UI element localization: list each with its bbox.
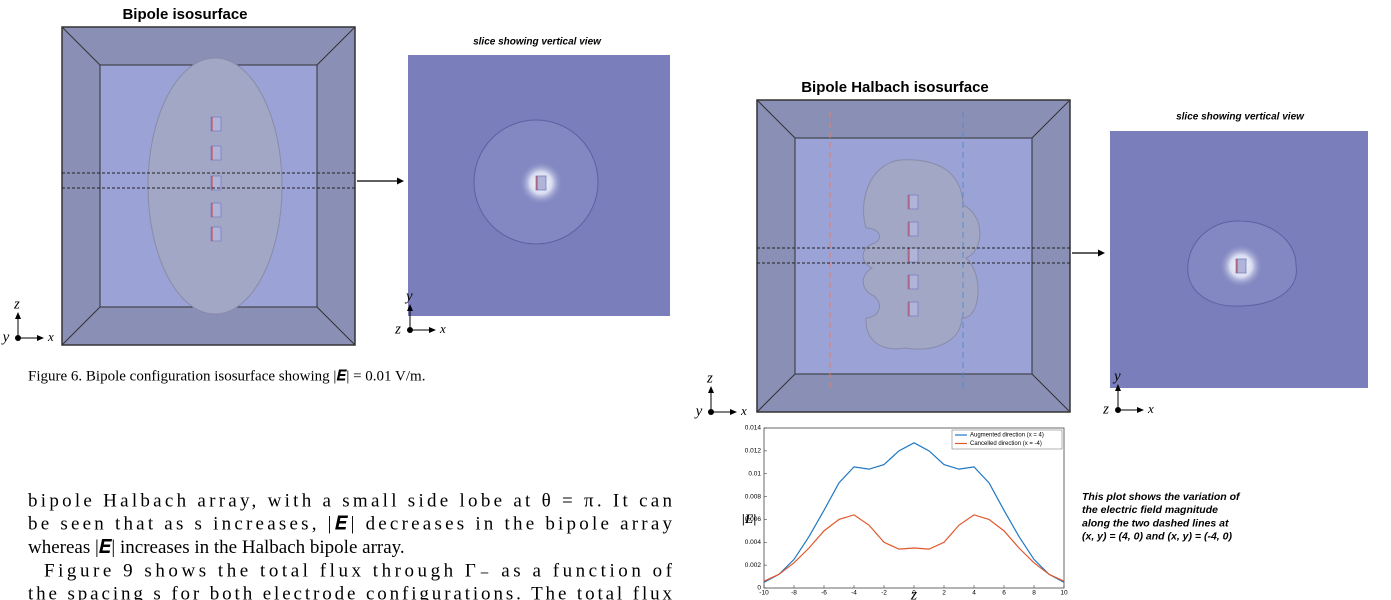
y-axis-label: |E| xyxy=(742,511,756,526)
legend-label: Cancelled direction (x = -4) xyxy=(970,441,1042,447)
legend-label: Augmented direction (x = 4) xyxy=(970,433,1044,439)
axis-label: z xyxy=(1102,401,1109,417)
x-tick-label: -4 xyxy=(851,590,857,597)
slice-title: slice showing vertical view xyxy=(1176,112,1305,123)
x-tick-label: 10 xyxy=(1060,590,1068,597)
body-line: bipole Halbach array, with a small side … xyxy=(28,490,672,511)
axis-label: x xyxy=(439,321,446,336)
slice-title: slice showing vertical view xyxy=(473,37,602,48)
plot-area xyxy=(764,428,1064,588)
axis-head xyxy=(1137,407,1144,413)
axis-label: x xyxy=(1147,401,1154,416)
axis-label: x xyxy=(47,329,54,344)
x-tick-label: -8 xyxy=(791,590,797,597)
y-tick-label: 0.012 xyxy=(745,448,762,455)
figure-title: Bipole Halbach isosurface xyxy=(801,79,989,96)
axis-label: z xyxy=(13,296,20,312)
body-line: Figure 9 shows the total flux through Γ₋… xyxy=(44,560,673,581)
y-tick-label: 0.004 xyxy=(745,539,762,546)
axis-head xyxy=(730,409,737,415)
axis-label: y xyxy=(1,329,10,345)
x-tick-label: -2 xyxy=(881,590,887,597)
note-line: (x, y) = (4, 0) and (x, y) = (-4, 0) xyxy=(1082,531,1232,543)
y-tick-label: 0.008 xyxy=(745,493,762,500)
axis-head xyxy=(429,327,436,333)
axis-label: x xyxy=(740,403,747,418)
axis-origin xyxy=(407,327,413,333)
figure-title: Bipole isosurface xyxy=(122,6,247,23)
axis-head xyxy=(37,335,44,341)
axis-origin xyxy=(1115,407,1121,413)
page: Bipole isosurface slice showing vertical… xyxy=(0,0,1391,600)
axis-origin xyxy=(708,409,714,415)
note-line: along the two dashed lines at xyxy=(1082,517,1229,529)
x-tick-label: 6 xyxy=(1002,590,1006,597)
body-line: whereas |𝑬| increases in the Halbach bip… xyxy=(28,537,405,558)
y-tick-label: 0.014 xyxy=(745,425,762,432)
caption: Figure 6. Bipole configuration isosurfac… xyxy=(28,368,425,384)
body-line: the spacing s for both electrode configu… xyxy=(28,584,673,600)
axis-label: y xyxy=(1112,368,1121,384)
arrow-head xyxy=(1098,250,1105,257)
axis-label: y xyxy=(694,403,703,419)
note-line: This plot shows the variation of xyxy=(1082,491,1241,503)
y-tick-label: 0.01 xyxy=(748,470,761,477)
x-tick-label: 8 xyxy=(1032,590,1036,597)
x-tick-label: 4 xyxy=(972,590,976,597)
x-tick-label: -6 xyxy=(821,590,827,597)
axis-label: z xyxy=(394,321,401,337)
body-line: be seen that as s increases, |𝑬| decreas… xyxy=(28,514,672,535)
x-axis-label: z xyxy=(910,587,918,600)
axis-head xyxy=(15,312,21,319)
axis-origin xyxy=(15,335,21,341)
axis-label: y xyxy=(404,288,413,304)
y-tick-label: 0.002 xyxy=(745,562,762,569)
axis-label: z xyxy=(706,370,713,386)
x-tick-label: 2 xyxy=(942,590,946,597)
note-line: the electric field magnitude xyxy=(1082,504,1218,516)
axis-head xyxy=(708,386,714,393)
arrow-head xyxy=(397,178,404,185)
y-tick-label: 0 xyxy=(757,585,761,592)
